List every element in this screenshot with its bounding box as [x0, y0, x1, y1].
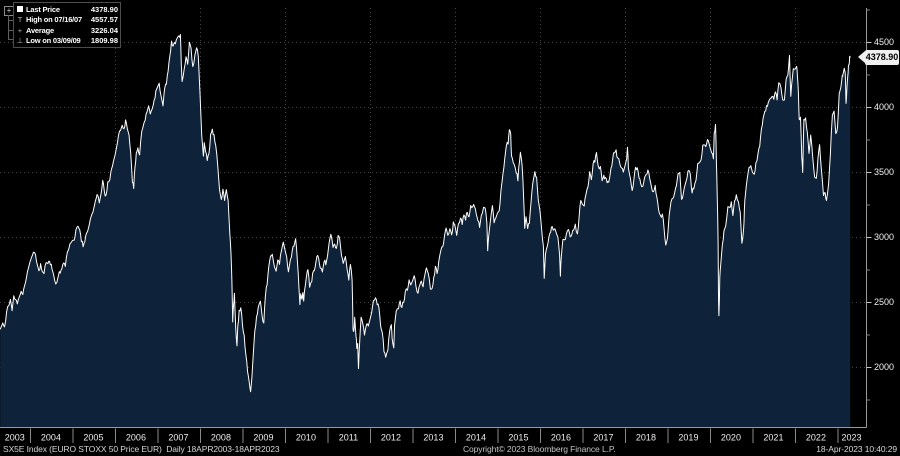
x-axis-year-label: 2019	[678, 433, 698, 443]
x-axis-year-label: 2021	[763, 433, 783, 443]
x-axis-year-label: 2009	[253, 433, 273, 443]
average-line-icon: +	[17, 25, 23, 35]
legend-tree-stub	[8, 39, 13, 40]
x-axis-year-label: 2015	[508, 433, 528, 443]
x-axis-year-label: 2008	[211, 433, 231, 443]
x-axis-year-label: 2011	[339, 433, 358, 443]
chart-plot-area[interactable]	[0, 8, 866, 427]
y-axis-tick-label: 3500	[874, 167, 894, 177]
copyright-text: Copyright© 2023 Bloomberg Finance L.P.	[463, 444, 616, 454]
x-axis-year-label: 2020	[721, 433, 741, 443]
legend-value: 1809.98	[90, 36, 118, 46]
legend-tree-stub	[8, 20, 13, 21]
timestamp: 18-Apr-2023 10:40:29	[816, 444, 897, 454]
legend-value: 4378.90	[90, 4, 118, 14]
y-axis: 4500 4000 3500 3000 2500 2000	[866, 9, 894, 401]
ticker-description: SX5E Index (EURO STOXX 50 Price EUR) Dai…	[3, 444, 280, 454]
y-axis-tick-label: 4500	[874, 37, 894, 47]
x-axis: 2003 2004 2005 2006 2007 2008 2009 2010 2011 2012…	[5, 428, 862, 443]
legend-tree-stub	[8, 29, 13, 31]
legend-label: Average	[26, 25, 54, 35]
x-axis-year-label: 2010	[296, 433, 316, 443]
last-price-badge: 4378.90	[858, 50, 899, 65]
x-axis-year-label: 2018	[636, 433, 656, 443]
x-axis-year-label: 2023	[841, 433, 861, 443]
x-axis-year-label: 2022	[806, 433, 826, 443]
x-axis-year-label: 2006	[126, 433, 146, 443]
x-axis-year-label: 2013	[423, 433, 443, 443]
badge-arrow-icon	[858, 51, 865, 63]
last-price-value: 4378.90	[865, 52, 899, 62]
y-axis-tick-label: 2500	[874, 297, 894, 307]
x-axis-year-label: 2003	[5, 433, 25, 443]
legend-tree-line	[8, 15, 9, 40]
x-axis-year-label: 2004	[41, 433, 61, 443]
x-axis-year-label: 2012	[381, 433, 401, 443]
last-price-square-icon	[17, 6, 23, 12]
x-axis-year-label: 2014	[466, 433, 486, 443]
legend-box: Last Price 4378.90 T High on 07/16/07 4557.5…	[13, 2, 121, 48]
axis-frame	[0, 8, 867, 428]
chart-legend: + Last Price 4378.90 T High on 07/16/07 4557…	[0, 0, 132, 50]
legend-row-high-tracker[interactable]: T High on 07/16/07 4557.57	[16, 15, 118, 25]
price-line	[0, 34, 851, 393]
y-axis-tick-label: 3000	[874, 232, 894, 242]
y-axis-tick-label: 4000	[874, 102, 894, 112]
status-bar: SX5E Index (EURO STOXX 50 Price EUR) Dai…	[0, 444, 900, 456]
x-axis-year-label: 2007	[168, 433, 188, 443]
high-tracker-icon: T	[17, 15, 23, 25]
legend-row-low-tracker[interactable]: ⊥ Low on 03/09/09 1809.98	[16, 36, 118, 46]
legend-value: 3226.04	[90, 25, 118, 35]
y-axis-tick-label: 2000	[874, 362, 894, 372]
legend-label: Low on 03/09/09	[26, 36, 81, 46]
legend-row-last-price-square[interactable]: Last Price 4378.90	[16, 4, 118, 14]
legend-label: Last Price	[26, 4, 60, 14]
x-axis-year-label: 2017	[593, 433, 613, 443]
legend-value: 4557.57	[90, 15, 118, 25]
legend-row-average-line[interactable]: + Average 3226.04	[16, 25, 118, 35]
x-axis-year-label: 2016	[551, 433, 571, 443]
x-axis-year-label: 2005	[83, 433, 103, 443]
low-tracker-icon: ⊥	[16, 36, 24, 46]
legend-label: High on 07/16/07	[26, 15, 82, 25]
